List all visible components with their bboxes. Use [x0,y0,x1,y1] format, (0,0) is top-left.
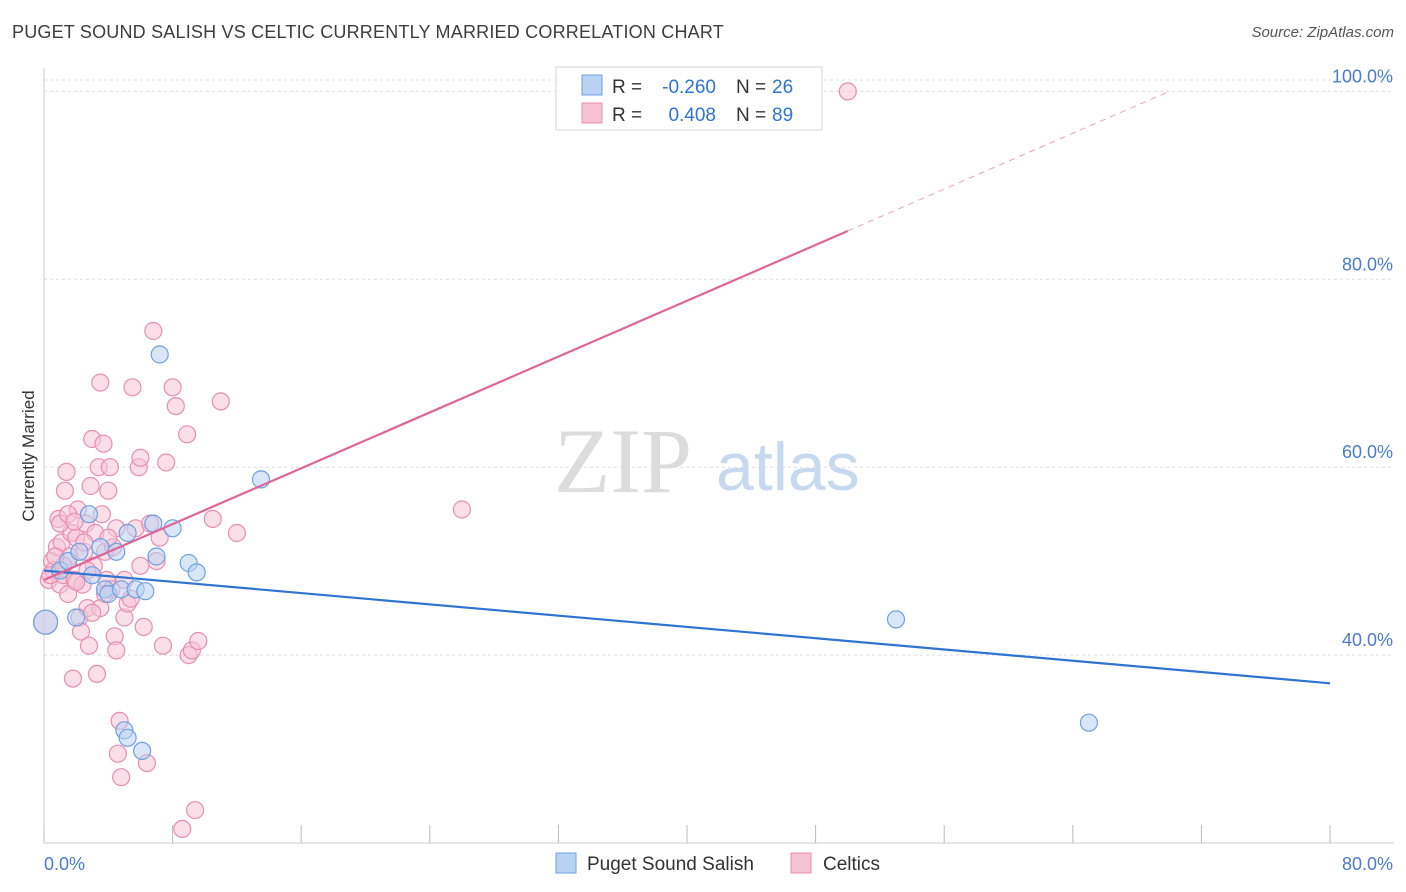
celtics-point [94,434,113,453]
legend-n-value-2: 89 [772,105,793,126]
celtics-point [83,603,102,622]
celtics-point [203,509,222,529]
celtics-point [79,636,99,655]
series-legend-label-salish: Puget Sound Salish [587,854,754,875]
salish-trend-line [43,569,1331,685]
salish-point [133,741,152,761]
salish-point [136,582,155,601]
stats-legend: R = -0.260 N = 26 R = 0.408 N = 89 [555,66,823,131]
salish-point [147,547,166,566]
salish-point [118,728,137,747]
watermark-atlas: atlas [716,429,860,505]
axes [43,68,1394,844]
series-legend: Puget Sound Salish Celtics [555,852,880,875]
chart-source: Source: ZipAtlas.com [1251,24,1394,41]
x-tick-label-start: 0.0% [44,854,85,874]
legend-n-label-1: N = [736,77,766,98]
celtics-point [57,462,76,481]
celtics-trend-line [43,229,849,581]
salish-point [79,505,99,524]
celtics-point [131,448,150,467]
legend-n-value-1: 26 [772,77,793,98]
x-tick-labels: 0.0% 80.0% [44,854,1393,874]
legend-r-label-1: R = [612,77,642,98]
celtics-point [65,512,84,531]
celtics-point [107,641,126,660]
series-legend-label-celtics: Celtics [823,854,880,875]
y-tick-labels: 40.0% 60.0% 80.0% 100.0% [1332,66,1393,650]
legend-r-value-1: -0.260 [662,77,716,98]
celtics-point [100,458,120,477]
celtics-trend-extension [847,90,1170,232]
y-tick-label: 80.0% [1342,254,1393,274]
watermark-zip: ZIP [554,410,692,512]
salish-point [118,523,137,543]
x-tick-label-end: 80.0% [1342,854,1393,874]
salish-point [70,542,89,561]
series-legend-swatch-celtics [790,852,812,874]
celtics-point [134,617,153,637]
celtics-point [108,744,128,763]
celtics-point [55,481,75,500]
celtics-point [163,378,182,397]
series-legend-swatch-salish [555,852,577,874]
y-tick-label: 100.0% [1332,66,1393,86]
celtics-point [211,392,230,411]
celtics-point [123,378,142,397]
celtics-point [227,523,246,543]
salish-point [187,563,206,582]
celtics-point [63,669,83,688]
y-axis-label: Currently Married [19,390,38,521]
celtics-point [87,664,107,684]
grid-lines [44,79,1394,656]
salish-point [32,609,59,635]
y-tick-label: 60.0% [1342,442,1393,462]
chart-title: PUGET SOUND SALISH VS CELTIC CURRENTLY M… [12,22,724,42]
legend-r-label-2: R = [612,105,642,126]
legend-swatch-celtics [581,102,603,124]
celtics-point [838,82,857,101]
celtics-point [157,453,176,472]
legend-n-label-2: N = [736,105,766,126]
celtics-point [99,481,118,500]
salish-point [150,345,169,364]
trend-lines [43,90,1331,685]
legend-r-value-2: 0.408 [668,105,716,126]
celtics-point [91,373,110,392]
salish-point [886,610,906,629]
celtics-point [131,556,150,575]
celtics-point [112,768,131,787]
y-tick-label: 40.0% [1342,630,1393,650]
data-points [32,82,1099,839]
celtics-point [186,800,205,820]
celtics-point [452,500,471,519]
salish-point [1079,713,1099,732]
salish-point [67,608,86,627]
celtics-point [153,636,173,655]
celtics-point [178,425,197,444]
celtics-point [173,819,192,839]
celtics-point [189,631,208,651]
legend-swatch-salish [581,74,603,96]
celtics-point [166,397,185,416]
celtics-point [81,476,100,496]
celtics-point [144,321,163,341]
